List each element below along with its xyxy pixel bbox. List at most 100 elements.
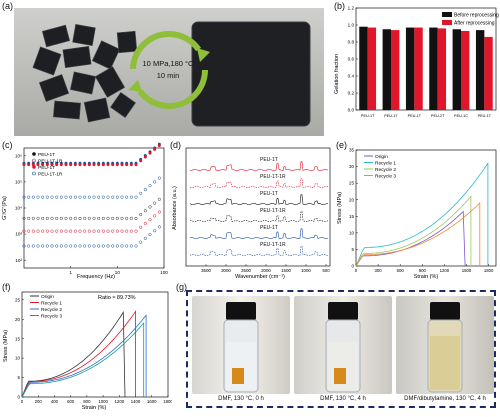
panel-d-label: (d) xyxy=(170,140,181,150)
e-ytick-label: 20 xyxy=(349,197,355,202)
b-bar-before xyxy=(359,26,368,111)
c-data-point xyxy=(111,195,115,199)
c-data-point xyxy=(111,216,115,220)
c-data-point xyxy=(45,163,49,167)
c-ytick-label: 10⁵ xyxy=(15,180,22,185)
e-xtick-label: 1800 xyxy=(484,268,494,273)
b-ytick-label: 1.2 xyxy=(348,6,355,11)
d-xtick-label: 3500 xyxy=(201,268,211,273)
c-data-point xyxy=(125,229,129,233)
c-data-point xyxy=(73,195,77,199)
f-ytick-label: 5 xyxy=(17,375,20,380)
e-curve xyxy=(355,162,489,267)
f-plot-frame xyxy=(21,291,169,398)
c-data-point xyxy=(92,195,96,199)
c-data-point xyxy=(64,216,68,220)
c-data-point xyxy=(106,229,110,233)
f-ytick-label: 15 xyxy=(15,336,21,341)
c-data-point xyxy=(87,195,91,199)
d-spectrum xyxy=(189,194,329,205)
c-data-point xyxy=(83,244,87,248)
c-data-point xyxy=(101,195,105,199)
c-data-point xyxy=(157,210,161,214)
f-xtick-label: 1000 xyxy=(98,399,108,404)
d-xtick-label: 1000 xyxy=(301,268,311,273)
b-category-label: PEU-1T xyxy=(361,114,375,118)
vial-2 xyxy=(325,302,361,393)
c-data-point xyxy=(134,229,138,233)
d-curve-label: PEU-1T-1R xyxy=(260,174,286,180)
vial-caption-2: DMF, 130 °C, 4 h xyxy=(320,396,366,402)
c-data-point xyxy=(78,216,82,220)
e-ytick-label: 15 xyxy=(349,214,355,219)
c-data-point xyxy=(69,195,73,199)
c-data-point xyxy=(59,244,63,248)
c-data-point xyxy=(87,229,91,233)
e-xtick-label: 0 xyxy=(355,268,358,273)
process-condition-1: 10 MPa,180 °C xyxy=(143,59,195,68)
c-data-point xyxy=(64,163,68,167)
c-data-point xyxy=(83,195,87,199)
c-data-point xyxy=(50,229,54,233)
c-data-point xyxy=(87,216,91,220)
c-data-point xyxy=(50,163,54,167)
panel-b: (b) Gelation fraction Before reprocessin… xyxy=(330,0,500,140)
c-data-point xyxy=(157,225,161,229)
c-data-point xyxy=(45,244,49,248)
c-data-point xyxy=(83,163,87,167)
d-xtick-label: 2500 xyxy=(241,268,251,273)
c-data-point xyxy=(143,188,147,192)
e-xtick-label: 300 xyxy=(375,268,383,273)
b-bar-before xyxy=(429,27,438,110)
f-curve xyxy=(21,322,145,398)
e-ytick-label: 30 xyxy=(349,164,355,169)
c-data-point xyxy=(106,244,110,248)
b-bar-before xyxy=(475,30,485,111)
c-data-point xyxy=(101,216,105,220)
c-data-point xyxy=(22,163,26,167)
c-data-point xyxy=(143,236,147,240)
vial-photo-3 xyxy=(396,296,494,394)
c-data-point xyxy=(55,244,59,248)
c-data-point xyxy=(50,216,54,220)
e-legend-label: Recycle 2 xyxy=(375,167,396,173)
c-data-point xyxy=(148,205,152,209)
c-data-point xyxy=(64,229,68,233)
c-data-point xyxy=(125,244,129,248)
b-ytick-label: 1.0 xyxy=(348,23,355,28)
c-data-point xyxy=(106,163,110,167)
vial-caption-1: DMF, 130 °C, 0 h xyxy=(218,396,264,402)
b-category-label: PEU-1T xyxy=(478,114,492,118)
c-xtick-label: 100 xyxy=(160,270,168,275)
c-data-point xyxy=(36,195,40,199)
d-xtick-label: 3000 xyxy=(221,268,231,273)
c-data-point xyxy=(153,201,157,205)
c-data-point xyxy=(83,216,87,220)
c-data-point xyxy=(115,244,119,248)
f-xlabel: Strain (%) xyxy=(82,405,107,411)
stress-strain-chart-f: Stress (MPa) Strain (%) Ratio ≈ 89.73% 0… xyxy=(3,291,173,411)
c-data-point xyxy=(27,229,31,233)
d-curve-label: PEU-1T-1R xyxy=(260,242,286,248)
e-ytick-label: 25 xyxy=(349,181,355,186)
e-xtick-label: 600 xyxy=(397,268,405,273)
d-xtick-label: 500 xyxy=(322,268,330,273)
b-category-label: PEU-1T xyxy=(384,114,398,118)
vials-frame xyxy=(186,290,496,408)
f-xtick-label: 600 xyxy=(67,399,75,404)
panel-g: (g) DMF, 130 °C, 0 h DMF, 130 °C, 4 h DM… xyxy=(172,282,500,412)
c-data-point xyxy=(87,163,91,167)
c-data-point xyxy=(92,244,96,248)
f-legend-label: Recycle 1 xyxy=(41,300,62,306)
e-xtick-label: 1500 xyxy=(462,268,472,273)
c-data-point xyxy=(120,229,124,233)
e-ytick-label: 0 xyxy=(351,264,354,269)
c-data-point xyxy=(78,244,82,248)
c-legend-label: PEU-1T-1R xyxy=(38,158,63,164)
c-data-point xyxy=(139,213,143,217)
c-data-point xyxy=(36,163,40,167)
c-data-point xyxy=(92,229,96,233)
c-data-point xyxy=(50,244,54,248)
e-xlabel: Strain (%) xyxy=(414,274,439,280)
d-curve-label: PEU-1T xyxy=(260,191,278,197)
